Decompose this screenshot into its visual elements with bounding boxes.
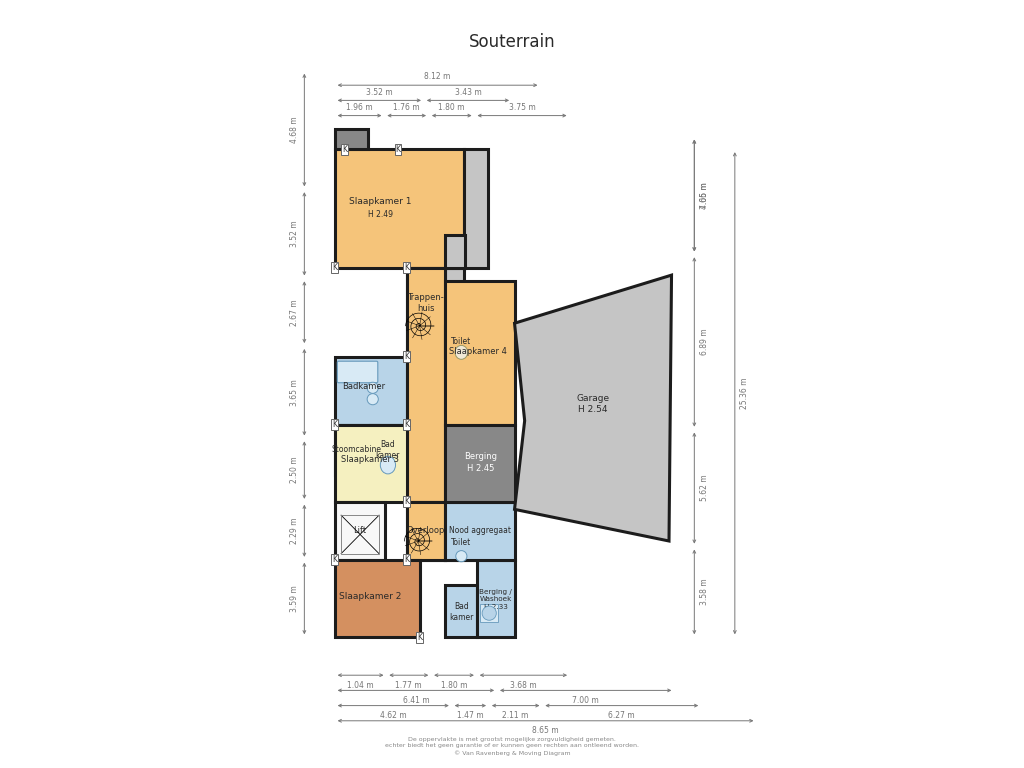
Bar [335, 357, 407, 425]
Text: 2.50 m: 2.50 m [290, 457, 299, 483]
Text: Toilet: Toilet [452, 538, 471, 548]
FancyBboxPatch shape [337, 361, 378, 382]
Bar [444, 585, 476, 637]
Text: Berging /
Washoek
H 2.33: Berging / Washoek H 2.33 [479, 589, 512, 610]
Text: K: K [417, 633, 422, 642]
Text: 4.65 m: 4.65 m [699, 182, 709, 209]
Bar [341, 515, 379, 554]
Text: 4.62 m: 4.62 m [380, 711, 407, 720]
Text: 7.00 m: 7.00 m [572, 696, 599, 705]
Bar [335, 425, 378, 475]
Text: De oppervlakte is met grootst mogelijke zorgvuldigheid gemeten.
echter biedt het: De oppervlakte is met grootst mogelijke … [385, 737, 639, 756]
Text: Slaapkamer 1: Slaapkamer 1 [349, 197, 412, 206]
Bar [480, 604, 498, 622]
Text: 1.47 m: 1.47 m [457, 711, 483, 720]
Text: 3.52 m: 3.52 m [290, 220, 299, 247]
Text: Toilet: Toilet [452, 337, 471, 346]
Text: K: K [404, 263, 410, 273]
Text: Slaapkamer 4: Slaapkamer 4 [449, 346, 507, 356]
Text: 6.27 m: 6.27 m [608, 711, 635, 720]
Text: 1.77 m: 1.77 m [395, 680, 422, 690]
Text: Slaapkamer 2: Slaapkamer 2 [339, 592, 401, 601]
Text: 2.29 m: 2.29 m [290, 518, 299, 544]
Bar [335, 425, 420, 502]
Text: 8.12 m: 8.12 m [424, 71, 451, 81]
Bar [371, 425, 407, 475]
Text: K: K [404, 497, 410, 506]
Text: 25.36 m: 25.36 m [740, 378, 750, 409]
Text: 3.75 m: 3.75 m [509, 103, 536, 112]
Text: Berging
H 2.45: Berging H 2.45 [464, 452, 497, 472]
Bar [444, 268, 464, 326]
Text: K: K [404, 420, 410, 429]
Bar [476, 560, 514, 637]
Text: 3.52 m: 3.52 m [366, 88, 392, 97]
Text: K: K [395, 144, 400, 154]
Bar [444, 326, 479, 357]
Text: 1.96 m: 1.96 m [346, 103, 373, 112]
Text: 6.89 m: 6.89 m [699, 329, 709, 356]
Bar [464, 149, 488, 268]
Text: K: K [332, 263, 337, 273]
Text: Lift: Lift [353, 526, 367, 535]
Circle shape [456, 551, 467, 561]
Text: 6.41 m: 6.41 m [402, 696, 429, 705]
Text: 3.59 m: 3.59 m [290, 585, 299, 612]
Text: Bad
kamer: Bad kamer [450, 602, 473, 622]
Text: K: K [342, 144, 347, 154]
Text: 3.65 m: 3.65 m [290, 379, 299, 406]
Text: 1.80 m: 1.80 m [438, 103, 465, 112]
Bar [407, 502, 444, 560]
Ellipse shape [455, 346, 468, 359]
Bar [444, 526, 476, 560]
Text: K: K [404, 555, 410, 564]
Text: 1.76 m: 1.76 m [393, 103, 420, 112]
Bar [444, 425, 514, 502]
Bar [335, 560, 420, 637]
Text: 4.68 m: 4.68 m [290, 117, 299, 144]
Text: Trappen-
huis: Trappen- huis [408, 293, 444, 313]
Text: Garage
H 2.54: Garage H 2.54 [577, 394, 609, 414]
Polygon shape [514, 275, 672, 541]
Text: 1.04 m: 1.04 m [347, 680, 374, 690]
Bar [335, 129, 368, 149]
Text: 3.43 m: 3.43 m [455, 88, 481, 97]
Text: K: K [404, 353, 410, 362]
Text: 5.62 m: 5.62 m [699, 475, 709, 502]
Text: H 2.49: H 2.49 [368, 210, 393, 219]
Circle shape [368, 394, 378, 405]
Text: Overloop: Overloop [407, 526, 445, 535]
Text: Souterrain: Souterrain [469, 33, 555, 51]
Circle shape [482, 606, 497, 621]
Bar [407, 268, 444, 357]
Text: 3.58 m: 3.58 m [699, 578, 709, 605]
Text: Slaapkamer 3: Slaapkamer 3 [341, 455, 399, 465]
Bar [407, 502, 444, 560]
Text: K: K [332, 420, 337, 429]
Bar [444, 235, 465, 268]
Text: Stoomcabine: Stoomcabine [332, 445, 381, 455]
Bar [444, 502, 514, 560]
Text: K: K [332, 555, 337, 564]
Bar [335, 149, 464, 268]
Text: 2.67 m: 2.67 m [290, 299, 299, 326]
Text: 8.65 m: 8.65 m [532, 727, 559, 735]
Text: Badkamer: Badkamer [342, 382, 385, 391]
Text: Bad
kamer: Bad kamer [376, 440, 400, 460]
Bar [444, 281, 514, 425]
Text: 2.11 m: 2.11 m [503, 711, 528, 720]
Text: 7.06 m: 7.06 m [699, 182, 709, 209]
Text: Nood aggregaat: Nood aggregaat [450, 526, 511, 535]
Bar [407, 268, 444, 502]
Text: 1.80 m: 1.80 m [440, 680, 467, 690]
Text: 3.68 m: 3.68 m [510, 680, 537, 690]
Bar [335, 502, 385, 560]
Circle shape [368, 382, 378, 393]
Ellipse shape [380, 456, 395, 474]
